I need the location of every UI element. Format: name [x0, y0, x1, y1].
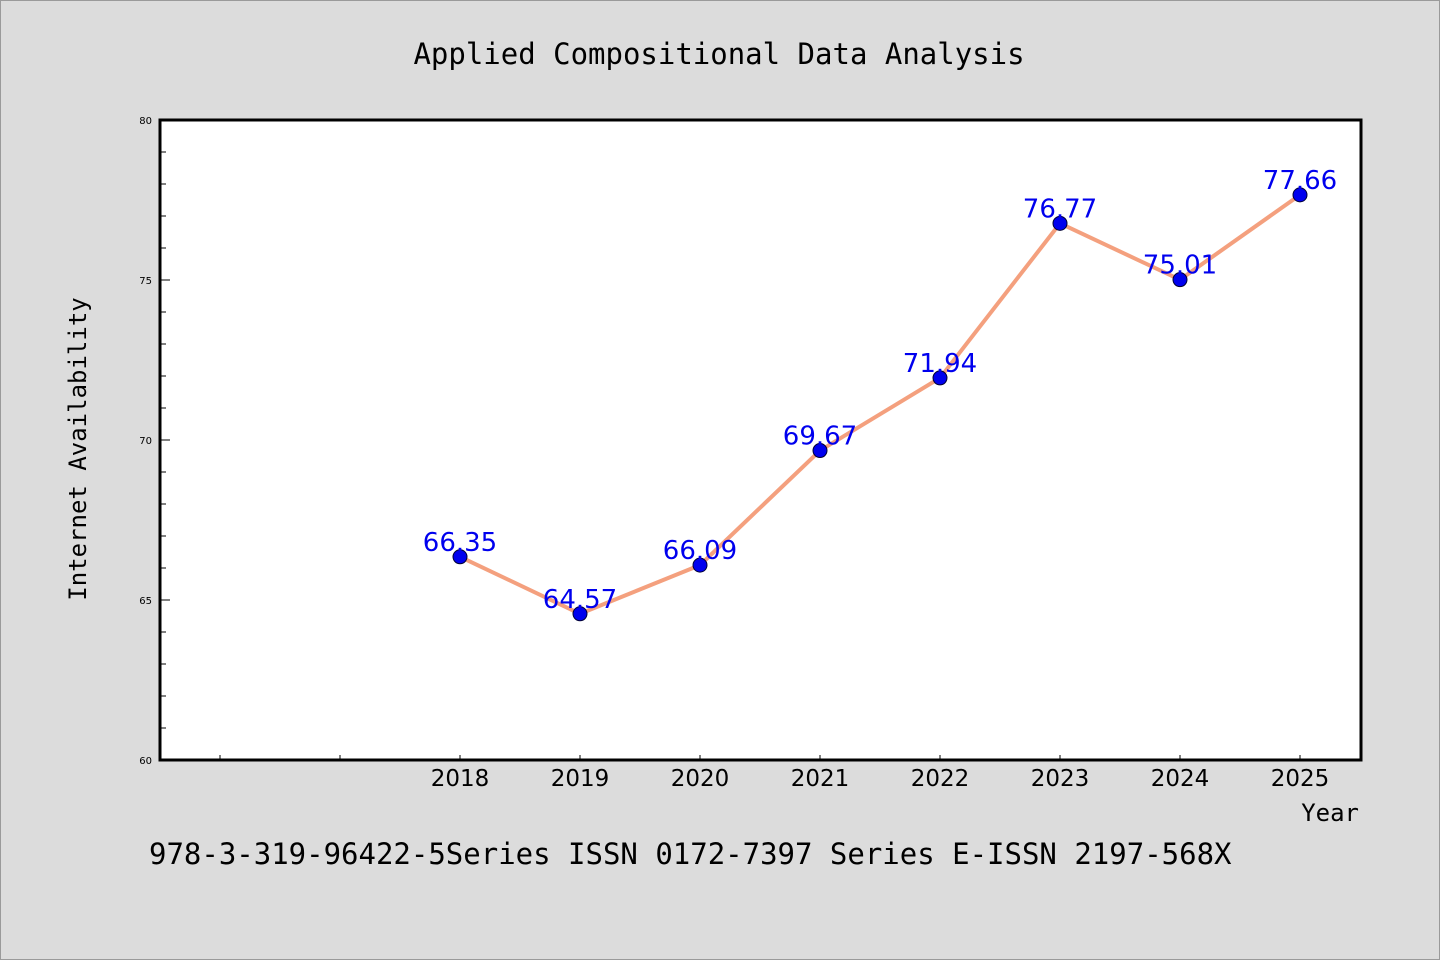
- data-label: 64.57: [543, 585, 617, 615]
- x-tick-label: 2019: [551, 766, 610, 792]
- data-point: [452, 549, 468, 565]
- y-tick-label: 65: [139, 596, 152, 607]
- y-axis-label: Internet Availability: [64, 297, 92, 600]
- data-point: [692, 557, 708, 573]
- data-point: [932, 370, 948, 386]
- x-tick-label: 2024: [1151, 766, 1210, 792]
- y-tick-label: 70: [139, 436, 152, 447]
- x-tick-label: 2023: [1031, 766, 1090, 792]
- x-axis: 2018 2019 2020 2021 2022 2023 2024 2025: [219, 755, 1330, 792]
- data-label: 75.01: [1143, 251, 1217, 281]
- x-tick-label: 2018: [431, 766, 490, 792]
- data-point: [812, 443, 828, 459]
- data-label: 71.94: [903, 349, 977, 379]
- series-line-group: [458, 192, 1302, 616]
- x-axis-label: Year: [1301, 799, 1359, 827]
- data-points: [452, 187, 1308, 622]
- data-label: 77.66: [1263, 166, 1337, 196]
- y-tick-label: 80: [139, 116, 152, 127]
- y-tick-label: 75: [139, 276, 152, 287]
- x-tick-label: 2025: [1271, 766, 1330, 792]
- chart-title: Applied Compositional Data Analysis: [413, 37, 1024, 71]
- x-tick-label: 2022: [911, 766, 970, 792]
- series-line: [458, 192, 1302, 616]
- data-point: [1292, 187, 1308, 203]
- data-label: 69.67: [783, 422, 857, 452]
- y-axis: 60 65 70 75 80: [139, 116, 170, 767]
- footer-isbn-text: 978-3-319-96422-5Series ISSN 0172-7397 S…: [149, 837, 1232, 871]
- data-labels: 66.35 64.57 66.09 69.67 71.94 76.77 75.01 77.66: [423, 166, 1337, 615]
- data-point: [1172, 272, 1188, 288]
- data-label: 66.09: [663, 536, 737, 566]
- y-tick-label: 60: [139, 756, 152, 767]
- data-point: [1052, 215, 1068, 231]
- x-tick-label: 2021: [791, 766, 850, 792]
- x-tick-label: 2020: [671, 766, 730, 792]
- data-label: 66.35: [423, 528, 497, 558]
- data-label: 76.77: [1023, 194, 1097, 224]
- data-point: [572, 606, 588, 622]
- plot-area: [158, 118, 1363, 762]
